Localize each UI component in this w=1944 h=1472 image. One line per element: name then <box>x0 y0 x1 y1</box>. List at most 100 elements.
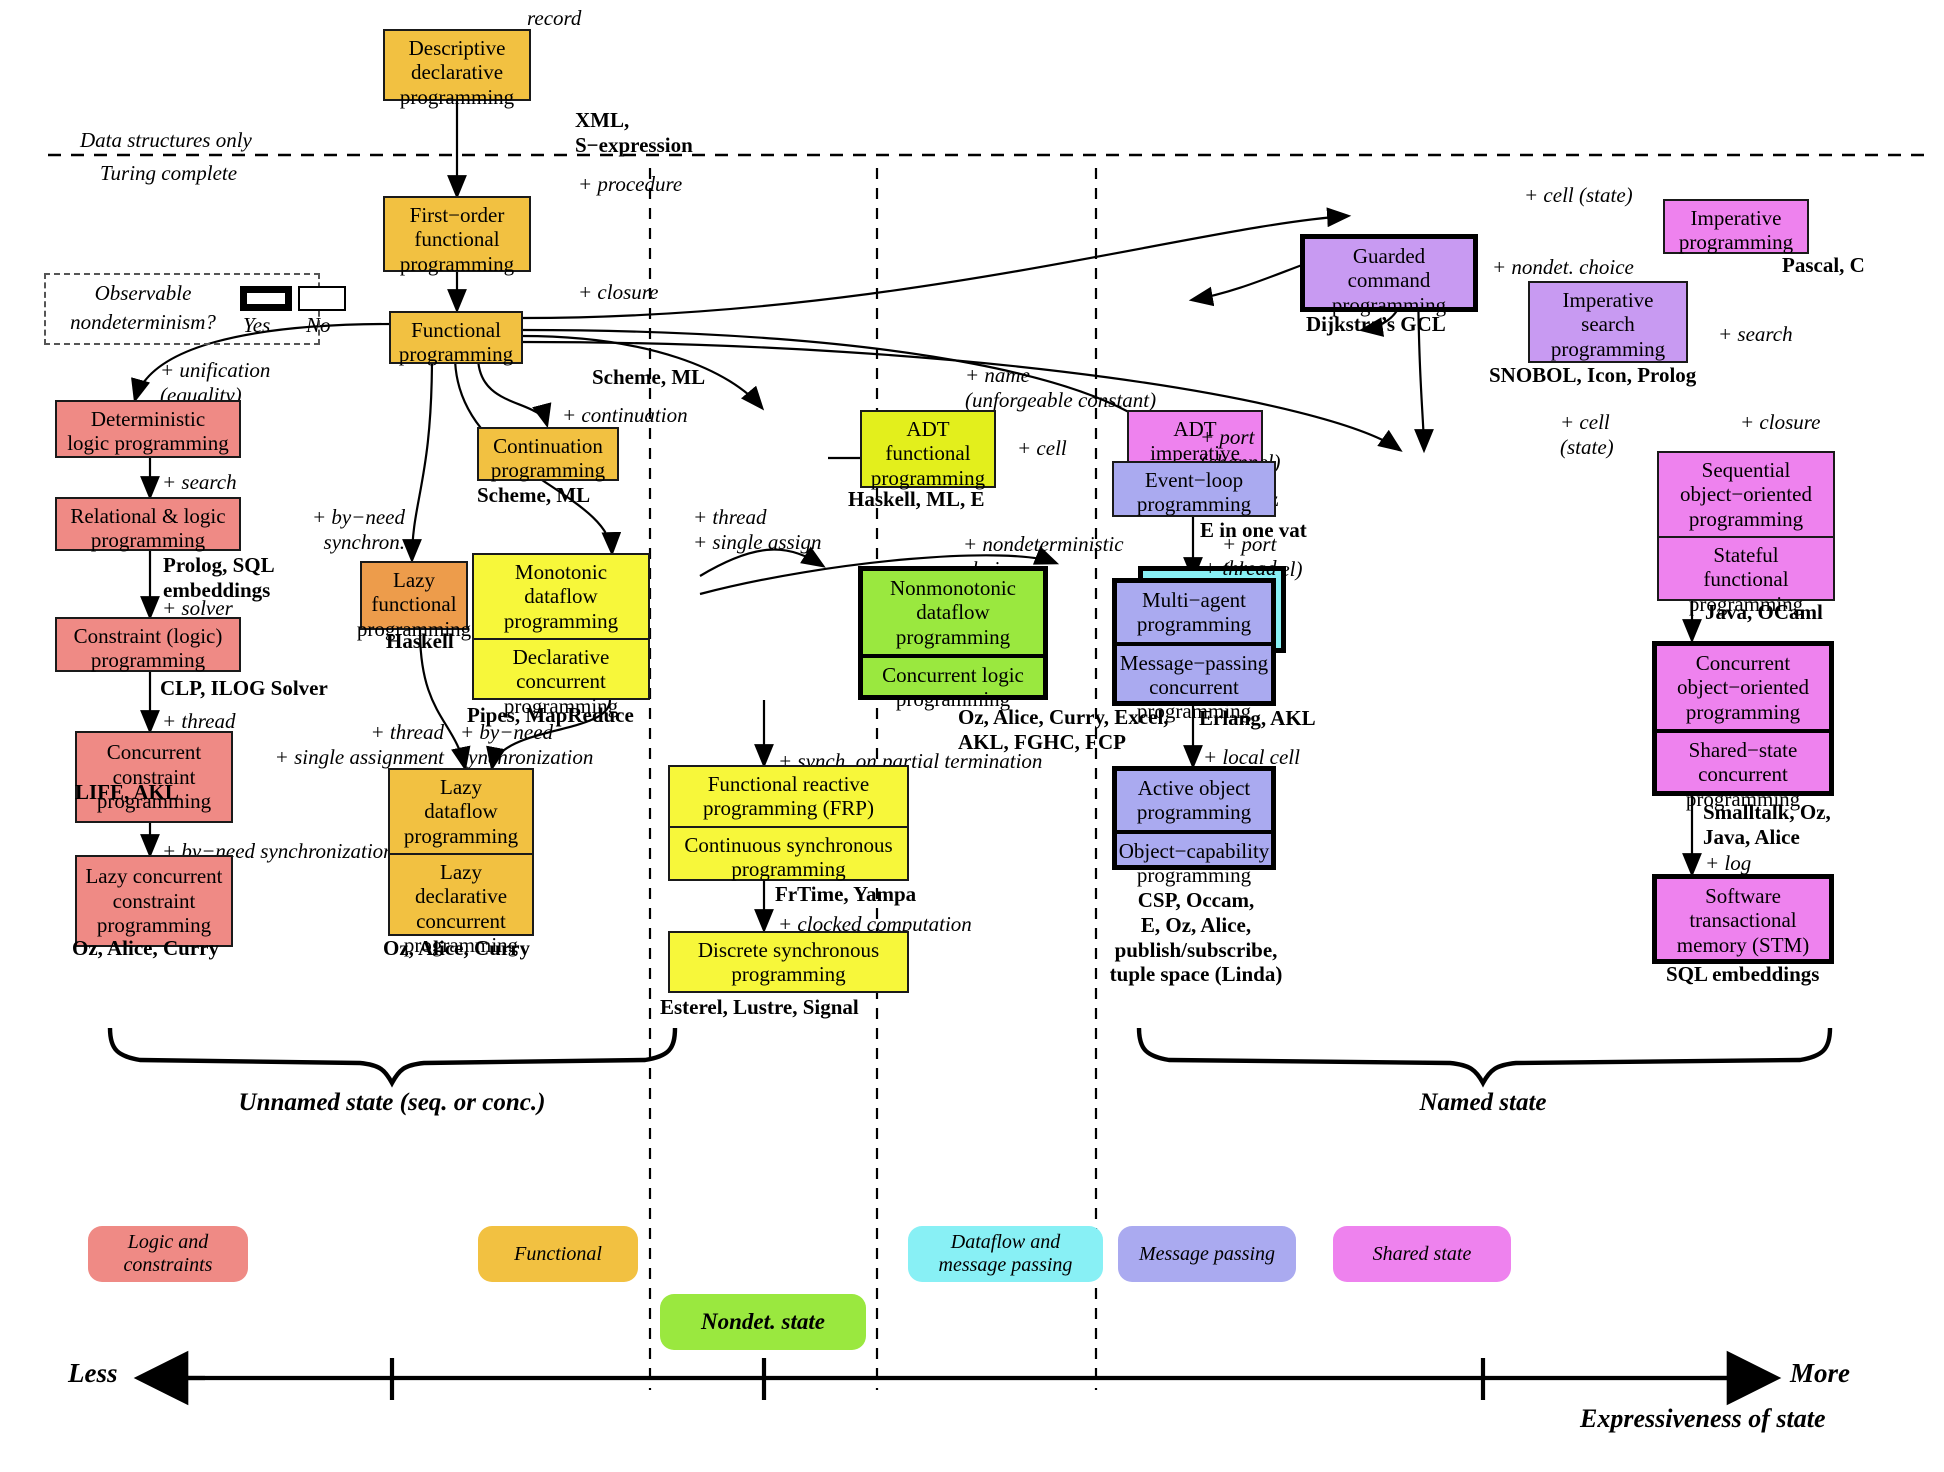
label-turing-complete: Turing complete <box>100 161 238 185</box>
axis-label-less: Less <box>68 1358 118 1388</box>
box-constraint-logic-programming[interactable]: Constraint (logic) programming <box>55 617 241 672</box>
box-imperative-programming-real[interactable]: Imperative programming <box>1663 199 1809 254</box>
box-concurrent-object-oriented-programming[interactable]: Concurrent object−oriented programming S… <box>1652 641 1834 811</box>
box-cell: Monotonic dataflow programming <box>503 560 619 633</box>
box-functional-reactive-programming[interactable]: Functional reactive programming (FRP) Co… <box>668 765 909 881</box>
axis-caption-expressiveness-of-state: Expressiveness of state <box>1580 1404 1826 1433</box>
legend-label-yes: Yes <box>243 313 271 337</box>
box-lazy-functional-programming[interactable]: Lazy functional programming <box>357 561 471 641</box>
box-first-order-functional-programming[interactable]: First−order functional programming <box>383 196 531 276</box>
legend-question-line1: Observable <box>94 281 192 305</box>
pill-logic-and-constraints: Logic and constraints <box>88 1226 248 1282</box>
box-cell: Continuation programming <box>490 434 606 483</box>
box-cell: Imperative search programming <box>1550 288 1666 361</box>
box-cell: Constraint (logic) programming <box>73 624 223 673</box>
label-dijkstras-gcl: Dijkstra’s GCL <box>1306 312 1446 336</box>
label-snobol-icon-prolog: SNOBOL, Icon, Prolog <box>1489 363 1697 387</box>
pill-label: Functional <box>514 1242 602 1265</box>
label-plus-cell-state-top: + cell (state) <box>1524 183 1633 207</box>
box-cell: Software transactional memory (STM) <box>1676 884 1810 957</box>
label-frtime-yampa: FrTime, Yampa <box>775 882 917 906</box>
box-cell: Sequential object−oriented programming <box>1680 458 1812 531</box>
label-haskell: Haskell <box>386 629 454 653</box>
label-prolog-sql-embeddings: Prolog, SQL embeddings <box>163 553 275 602</box>
box-monotonic-dataflow-programming[interactable]: Monotonic dataflow programming Declarati… <box>472 553 650 718</box>
pill-shared-state: Shared state <box>1333 1226 1511 1282</box>
label-data-structures-only: Data structures only <box>80 128 252 152</box>
legend-question-line2: nondeterminism? <box>70 310 216 334</box>
box-cell: Lazy dataflow programming <box>403 775 519 848</box>
box-relational-logic-programming[interactable]: Relational & logic programming <box>55 497 241 552</box>
box-sequential-object-oriented-programming[interactable]: Sequential object−oriented programming S… <box>1657 451 1835 616</box>
box-cell: Message−passing concurrent programming <box>1117 641 1271 729</box>
label-record: record <box>527 6 582 30</box>
box-adt-functional-programming[interactable]: ADT functional programming <box>860 410 996 490</box>
label-plus-nondet-choice: + nondet. choice <box>1492 255 1634 279</box>
label-java-ocaml: Java, OCaml <box>1705 600 1823 624</box>
label-plus-thread-1: + thread <box>162 709 236 733</box>
label-plus-name: + name (unforgeable constant) <box>965 363 1157 412</box>
label-plus-thread-2: + thread <box>1203 556 1277 580</box>
axis-label-more: More <box>1790 1358 1850 1388</box>
label-plus-closure-right: + closure <box>1740 410 1821 434</box>
label-plus-continuation: + continuation <box>562 403 688 427</box>
box-imperative-search-programming[interactable]: Imperative search programming <box>1528 281 1688 363</box>
box-cell: Concurrent logic programming <box>863 654 1043 717</box>
box-cell: ADT functional programming <box>870 417 986 490</box>
label-plus-search-1: + search <box>162 470 237 494</box>
box-deterministic-logic-programming[interactable]: Deterministic logic programming <box>55 400 241 458</box>
label-plus-log: + log <box>1705 851 1752 875</box>
brace-label-unnamed-state: Unnamed state (seq. or conc.) <box>238 1089 546 1116</box>
box-guarded-command-programming[interactable]: Guarded command programming <box>1300 234 1478 317</box>
pill-dataflow-and-message-passing: Dataflow and message passing <box>908 1226 1103 1282</box>
label-plus-search-2: + search <box>1718 322 1793 346</box>
box-functional-programming[interactable]: Functional programming <box>389 311 523 366</box>
label-scheme-ml-1: Scheme, ML <box>592 365 706 389</box>
label-pipes-mapreduce: Pipes, MapReduce <box>467 703 634 727</box>
pill-functional: Functional <box>478 1226 638 1282</box>
label-csp-occam: CSP, Occam, E, Oz, Alice, publish/subscr… <box>1109 888 1283 987</box>
label-smalltalk-oz-java-alice: Smalltalk, Oz, Java, Alice <box>1703 800 1831 849</box>
label-plus-cell-adt: + cell <box>1017 436 1067 460</box>
box-lazy-dataflow-programming[interactable]: Lazy dataflow programming Lazy declarati… <box>388 768 534 957</box>
box-cell: Continuous synchronous programming <box>670 825 907 887</box>
box-descriptive-declarative-programming[interactable]: Descriptive declarative programming <box>383 29 531 109</box>
brace-label-named-state: Named state <box>1419 1089 1547 1116</box>
box-cell: Lazy concurrent constraint programming <box>85 864 223 938</box>
box-cell: Lazy functional programming <box>356 568 472 641</box>
box-software-transactional-memory[interactable]: Software transactional memory (STM) <box>1652 874 1834 964</box>
label-plus-solver: + solver <box>162 596 233 620</box>
box-cell: Imperative programming <box>1678 206 1794 255</box>
legend-label-no: No <box>306 313 331 337</box>
label-plus-procedure: + procedure <box>578 172 683 196</box>
box-nonmonotonic-dataflow-programming[interactable]: Nonmonotonic dataflow programming Concur… <box>858 566 1048 711</box>
label-scheme-ml-2: Scheme, ML <box>477 483 591 507</box>
box-cell: Nonmonotonic dataflow programming <box>890 576 1016 649</box>
box-continuation-programming[interactable]: Continuation programming <box>477 427 619 482</box>
box-cell: Shared−state concurrent programming <box>1657 729 1829 816</box>
box-cell: First−order functional programming <box>399 203 515 276</box>
box-cell: Stateful functional programming <box>1659 536 1833 621</box>
legend-swatch-no <box>298 286 346 311</box>
box-active-object-programming[interactable]: Active object programming Object−capabil… <box>1112 766 1276 887</box>
label-erlang-akl: Erlang, AKL <box>1199 706 1316 730</box>
box-cell: Discrete synchronous programming <box>697 938 880 987</box>
label-oz-alice-curry-1: Oz, Alice, Curry <box>72 936 219 960</box>
box-cell: Functional programming <box>398 318 514 367</box>
label-life-akl: LIFE, AKL <box>75 780 179 804</box>
box-cell: Lazy declarative concurrent programming <box>390 853 532 962</box>
box-event-loop-programming[interactable]: Event−loop programming <box>1112 461 1276 517</box>
label-haskell-ml-e: Haskell, ML, E <box>848 487 985 511</box>
box-cell: Object−capability programming <box>1117 829 1271 893</box>
box-cell: Active object programming <box>1136 776 1252 825</box>
label-plus-cell-state-right: + cell (state) <box>1560 410 1614 459</box>
pill-label: Logic and constraints <box>123 1231 213 1276</box>
pill-label: Shared state <box>1372 1242 1472 1265</box>
label-clp-ilog-solver: CLP, ILOG Solver <box>160 676 328 700</box>
box-multi-agent-programming[interactable]: Multi−agent programming Message−passing … <box>1112 578 1276 723</box>
box-lazy-concurrent-constraint-programming[interactable]: Lazy concurrent constraint programming <box>75 855 233 947</box>
label-plus-thread-single-assignment: + thread + single assignment <box>274 720 444 769</box>
box-concurrent-constraint-programming[interactable]: Concurrent constraint programming <box>75 731 233 823</box>
box-discrete-synchronous-programming[interactable]: Discrete synchronous programming <box>668 931 909 993</box>
label-oz-alice-curry-excel: Oz, Alice, Curry, Excel, AKL, FGHC, FCP <box>958 705 1169 754</box>
